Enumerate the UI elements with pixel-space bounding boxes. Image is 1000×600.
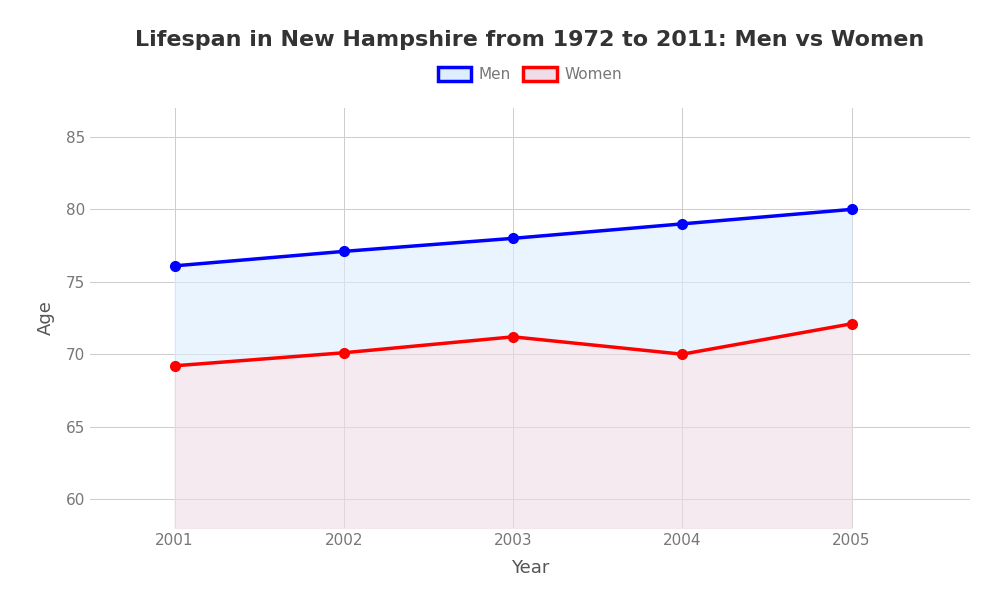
X-axis label: Year: Year: [511, 559, 549, 577]
Legend: Men, Women: Men, Women: [432, 61, 628, 88]
Y-axis label: Age: Age: [37, 301, 55, 335]
Title: Lifespan in New Hampshire from 1972 to 2011: Men vs Women: Lifespan in New Hampshire from 1972 to 2…: [135, 29, 925, 49]
